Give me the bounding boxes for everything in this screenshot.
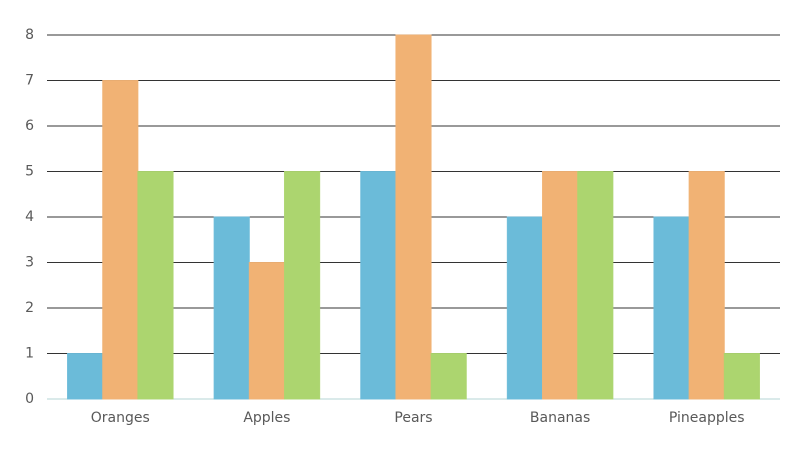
bar: [67, 353, 104, 400]
y-tick-label: 8: [25, 27, 34, 43]
x-tick-label: Pears: [394, 410, 432, 426]
bar: [395, 34, 432, 400]
bar: [283, 171, 321, 400]
bar: [723, 353, 760, 400]
x-tick-label: Bananas: [530, 410, 590, 426]
bar: [577, 171, 614, 400]
y-tick-label: 7: [25, 73, 34, 89]
x-tick-label: Pineapples: [669, 410, 745, 426]
y-tick-label: 0: [25, 391, 34, 407]
y-tick-label: 1: [25, 346, 34, 362]
y-tick-label: 4: [25, 209, 34, 225]
x-tick-label: Oranges: [91, 410, 150, 426]
bar: [248, 262, 285, 400]
bar: [506, 216, 544, 400]
bar: [430, 353, 467, 400]
bar: [213, 216, 250, 400]
y-tick-label: 3: [25, 255, 34, 271]
x-tick-label: Apples: [243, 410, 290, 426]
bar: [688, 171, 725, 400]
y-tick-label: 6: [25, 118, 34, 134]
y-tick-label: 5: [25, 164, 34, 180]
bar: [102, 80, 139, 400]
bar: [360, 171, 397, 400]
bar: [653, 216, 690, 400]
y-tick-label: 2: [25, 300, 34, 316]
bar: [542, 171, 579, 400]
bar: [137, 171, 174, 400]
